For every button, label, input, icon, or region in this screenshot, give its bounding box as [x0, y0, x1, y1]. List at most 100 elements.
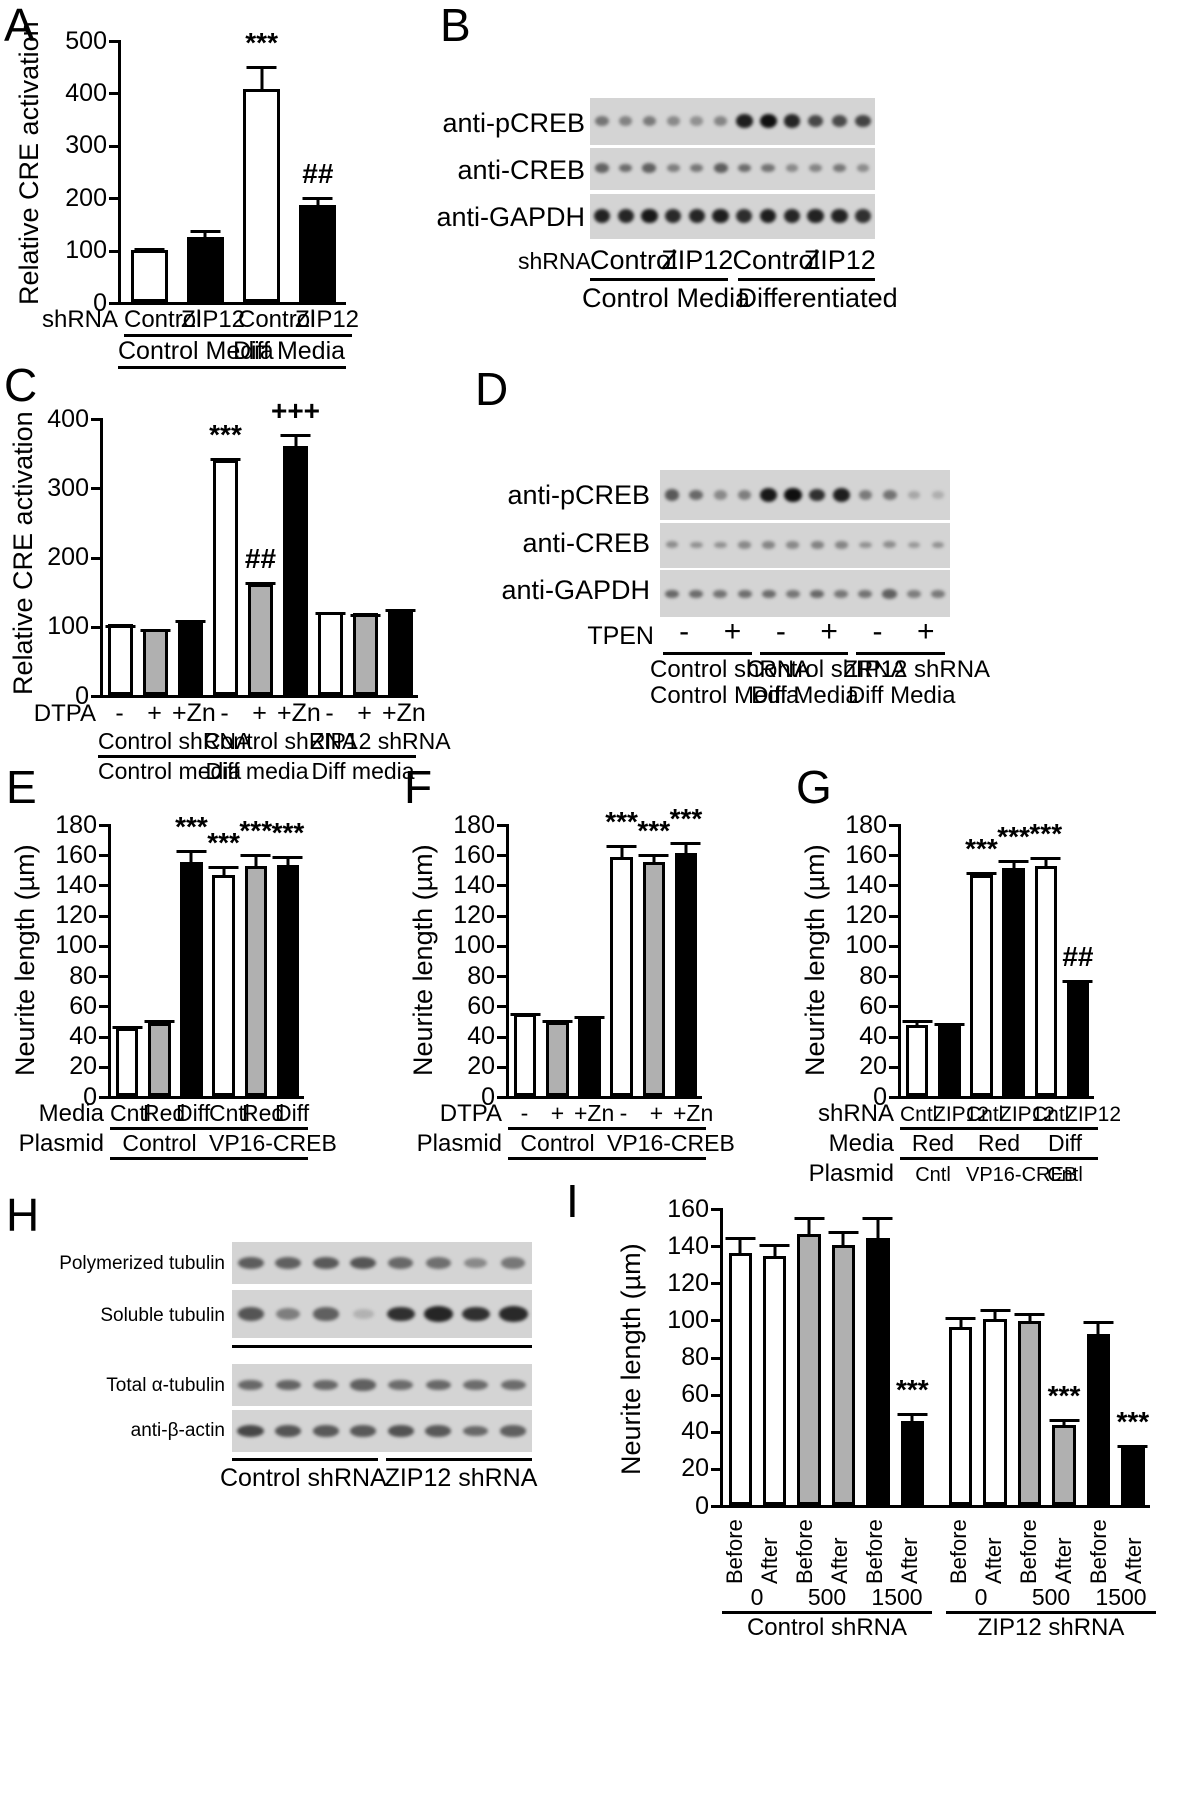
panel-f-plot: 0 20 40 60 80 100 120 140 160 180 *** *** ***: [453, 805, 702, 1111]
panel-b: B anti-pCREB anti-CREB anti-GAPDH shRNA Cont…: [400, 0, 1193, 330]
panel-c-label: C: [4, 359, 38, 411]
caption-cell: Cntl: [915, 1164, 951, 1186]
bar-slot: ***: [208, 418, 243, 695]
bar-slot: [143, 824, 175, 1096]
panel-a-ylabel: Relative CRE activation: [14, 21, 44, 305]
blot-group-caption: ZIP12: [661, 245, 734, 275]
caption-cell: Control: [110, 1130, 209, 1160]
bar-group: *** *** *** ***: [111, 812, 304, 1096]
bar: [759, 1244, 790, 1505]
blot-band: [736, 209, 753, 223]
caption-row-label: Media: [828, 1130, 894, 1157]
western-blot-strip: [232, 1290, 532, 1338]
blot-band: [312, 1307, 339, 1321]
bar-slot: ***: [997, 823, 1030, 1096]
bar: [606, 845, 637, 1096]
y-tick-label: 400: [65, 78, 107, 107]
blot-band: [617, 208, 634, 224]
blot-band: [783, 114, 800, 128]
bar-slot: [173, 418, 208, 695]
panel-e: E Neurite length (µm) 0 20 40 60 80 100 120 140…: [0, 762, 400, 1162]
blot-group-caption: -: [775, 615, 786, 648]
blot-row-label: anti-GAPDH: [436, 202, 585, 232]
blot-group-caption: -: [679, 615, 690, 648]
error-cap: [759, 1244, 790, 1248]
blot-band: [832, 488, 850, 502]
blot-band: [463, 1379, 489, 1391]
caption-cell: -: [115, 699, 124, 727]
error-cap: [980, 1309, 1011, 1313]
blot-band: [312, 1256, 339, 1270]
y-tick-label: 120: [453, 901, 495, 930]
blot-row-label: anti-β-actin: [130, 1420, 225, 1441]
x-axis: [100, 695, 418, 698]
blot-group-caption: Diff Media: [751, 682, 859, 709]
blot-band: [831, 115, 847, 127]
blot-row-label: Polymerized tubulin: [59, 1253, 225, 1274]
y-tick-label: 200: [47, 542, 89, 571]
significance-marker: ##: [1062, 940, 1094, 972]
y-tick: [109, 144, 118, 148]
caption-cell: +: [640, 1100, 673, 1130]
error-cap: [240, 854, 271, 858]
caption-cell: -: [220, 699, 229, 727]
caption-cell: Diff Media: [232, 337, 346, 369]
bar: [112, 1026, 143, 1096]
caption-cell: ZIP12: [181, 306, 245, 337]
y-tick: [497, 944, 506, 948]
blot-group-caption: Control: [590, 245, 678, 275]
caption-row-label: DTPA: [439, 1100, 502, 1127]
caption-row: shRNA Cntl ZIP12 Cntl ZIP12 Cntl ZIP12: [790, 1100, 1193, 1130]
y-tick: [109, 249, 118, 253]
bar: [670, 842, 701, 1096]
blot-band: [618, 163, 633, 173]
blot-band: [501, 1257, 526, 1269]
bar: [175, 620, 206, 695]
error-cap: [510, 1012, 541, 1016]
significance-marker: ***: [637, 815, 671, 847]
error-cap: [385, 609, 416, 613]
bar-slot: [383, 418, 418, 695]
bar-slot: ***: [637, 817, 670, 1096]
y-tick-label: 20: [69, 1052, 97, 1081]
caption-cell: Control shRNA: [204, 728, 357, 758]
y-tick: [889, 1065, 898, 1069]
y-tick: [889, 824, 898, 827]
y-axis: [898, 824, 901, 1099]
y-tick-label: 0: [695, 1491, 709, 1520]
caption-row: 0 500 1500 0 500 1500: [722, 1584, 1180, 1614]
caption-row: Plasmid Cntl VP16-CREB Cntl: [790, 1160, 1193, 1188]
group-underline: [232, 1458, 378, 1461]
bar-slot: [177, 40, 233, 302]
y-tick-label: 180: [453, 810, 495, 839]
y-tick: [99, 824, 108, 827]
bar-slot: ***: [239, 817, 272, 1096]
bar-slot: ##: [243, 418, 278, 695]
bar-slot: [573, 824, 605, 1096]
blot-band: [425, 1425, 452, 1437]
error-bar: [510, 1012, 541, 1018]
bar-slot: ***: [895, 1208, 929, 1505]
blot-band: [275, 1425, 302, 1437]
blot-band: [737, 589, 752, 599]
error-bar: [134, 248, 165, 253]
y-axis: [118, 40, 121, 305]
error-bar: [315, 612, 346, 616]
error-cap: [862, 1216, 893, 1220]
significance-marker: ***: [239, 815, 273, 847]
blot-group-caption: Differentiated: [737, 283, 898, 313]
bar-slot: ***: [670, 805, 702, 1096]
y-tick-label: 100: [47, 612, 89, 641]
error-bar: [208, 866, 239, 879]
blot-band: [386, 1306, 415, 1322]
bar-slot: +++: [271, 397, 320, 695]
blot-band: [350, 1256, 377, 1270]
blot-band: [737, 163, 752, 173]
panel-a-label: A: [4, 0, 35, 51]
error-cap: [966, 872, 997, 876]
western-blot-strip: [590, 194, 875, 239]
blot-band: [808, 115, 824, 127]
blot-group-caption: Diff Media: [847, 682, 956, 709]
bar: [1014, 1313, 1045, 1505]
panel-g-label: G: [796, 761, 832, 813]
